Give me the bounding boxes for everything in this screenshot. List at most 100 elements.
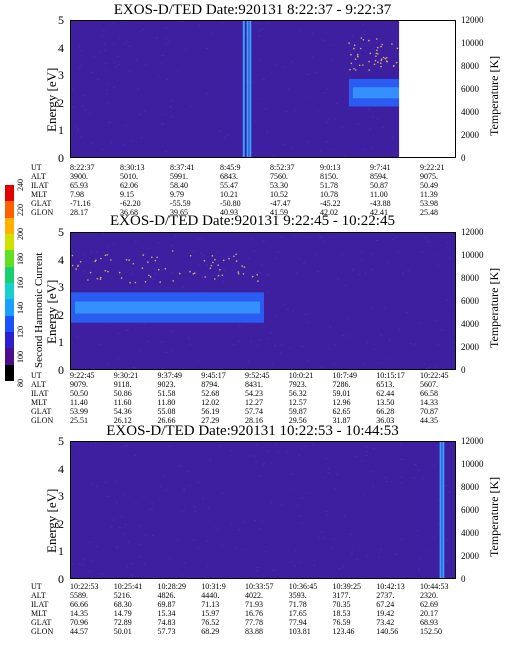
spectrogram-plot	[70, 20, 456, 158]
noise-pixel	[217, 529, 219, 530]
ephemeris-value: 3900.	[70, 172, 88, 181]
noise-pixel	[117, 534, 120, 536]
noise-pixel	[303, 308, 306, 310]
noise-pixel	[91, 71, 93, 73]
noise-pixel	[310, 328, 313, 330]
ephemeris-row-label: MLT	[31, 609, 48, 618]
noise-pixel	[245, 81, 247, 83]
noise-pixel	[229, 468, 232, 470]
ephemeris-value: 8:45:9	[220, 163, 241, 172]
noise-pixel	[388, 357, 391, 359]
noise-pixel	[240, 31, 243, 33]
noise-pixel	[259, 29, 262, 31]
noise-pixel	[306, 74, 309, 75]
noise-pixel	[321, 366, 323, 368]
feature-dot	[391, 43, 393, 45]
noise-pixel	[394, 288, 397, 290]
noise-pixel	[201, 525, 204, 527]
ephemeris-value: 74.83	[157, 618, 176, 627]
noise-pixel	[165, 287, 168, 289]
noise-pixel	[202, 331, 205, 333]
noise-pixel	[365, 556, 368, 557]
noise-pixel	[377, 255, 380, 256]
noise-pixel	[167, 64, 170, 65]
ephemeris-value: 7560.	[270, 172, 288, 181]
noise-pixel	[76, 336, 79, 338]
noise-pixel	[261, 28, 264, 30]
feature-dot	[233, 255, 235, 258]
ephemeris-value: 10:39:25	[332, 582, 361, 591]
noise-pixel	[150, 485, 153, 487]
noise-pixel	[398, 328, 401, 330]
noise-pixel	[263, 462, 265, 464]
noise-pixel	[268, 314, 271, 316]
feature-dot	[354, 58, 357, 60]
noise-pixel	[203, 255, 206, 256]
noise-pixel	[272, 155, 275, 157]
noise-pixel	[202, 570, 205, 572]
noise-pixel	[221, 519, 223, 521]
ephemeris-value: 72.89	[113, 618, 132, 627]
noise-pixel	[362, 493, 365, 495]
noise-pixel	[273, 308, 276, 310]
noise-pixel	[139, 525, 142, 527]
ephemeris-value: 11.80	[157, 398, 176, 407]
noise-pixel	[433, 255, 436, 257]
feature-dot	[95, 259, 97, 261]
noise-pixel	[155, 517, 158, 519]
noise-pixel	[381, 291, 384, 293]
noise-pixel	[221, 545, 224, 547]
noise-pixel	[383, 306, 386, 308]
feature-dot	[256, 274, 258, 276]
noise-pixel	[117, 63, 120, 65]
noise-pixel	[444, 485, 447, 486]
noise-pixel	[436, 342, 439, 344]
noise-pixel	[421, 503, 424, 505]
noise-pixel	[286, 308, 289, 310]
noise-pixel	[389, 517, 392, 519]
noise-pixel	[329, 153, 332, 155]
noise-pixel	[77, 129, 80, 131]
noise-pixel	[336, 103, 338, 105]
noise-pixel	[352, 35, 354, 37]
noise-pixel	[343, 518, 346, 520]
noise-pixel	[436, 500, 439, 502]
noise-pixel	[281, 561, 284, 563]
noise-pixel	[328, 118, 330, 120]
ephemeris-value: 44.57	[70, 627, 88, 636]
noise-pixel	[269, 469, 272, 471]
ephemeris-row: ALT 9079. 9118. 9023. 8794. 8431. 7923. 7286. 65…	[0, 380, 505, 389]
noise-pixel	[328, 238, 331, 240]
noise-pixel	[266, 274, 269, 276]
noise-pixel	[372, 448, 375, 449]
noise-pixel	[188, 577, 191, 578]
noise-pixel	[182, 106, 185, 108]
noise-pixel	[431, 575, 433, 577]
noise-pixel	[329, 526, 332, 527]
noise-pixel	[118, 37, 121, 39]
noise-pixel	[301, 346, 304, 347]
noise-pixel	[200, 252, 203, 254]
noise-pixel	[391, 238, 394, 240]
feature-dot	[142, 254, 144, 256]
noise-pixel	[306, 238, 309, 240]
noise-pixel	[139, 350, 142, 352]
noise-pixel	[290, 561, 293, 563]
noise-pixel	[454, 519, 455, 521]
ephemeris-value: 28.16	[245, 416, 263, 425]
colorbar-segment	[5, 266, 14, 284]
feature-dot	[189, 270, 191, 273]
ephemeris-value: 8150.	[320, 172, 338, 181]
noise-pixel	[156, 508, 158, 510]
vertical-streak	[249, 21, 252, 157]
feature-dot	[235, 253, 237, 256]
noise-pixel	[375, 481, 378, 483]
noise-pixel	[412, 248, 415, 250]
y-tick-label: 1	[58, 335, 64, 350]
noise-pixel	[157, 242, 160, 244]
noise-pixel	[353, 548, 356, 550]
noise-pixel	[256, 570, 259, 572]
noise-pixel	[108, 108, 110, 110]
noise-pixel	[420, 548, 423, 550]
noise-pixel	[259, 528, 262, 530]
